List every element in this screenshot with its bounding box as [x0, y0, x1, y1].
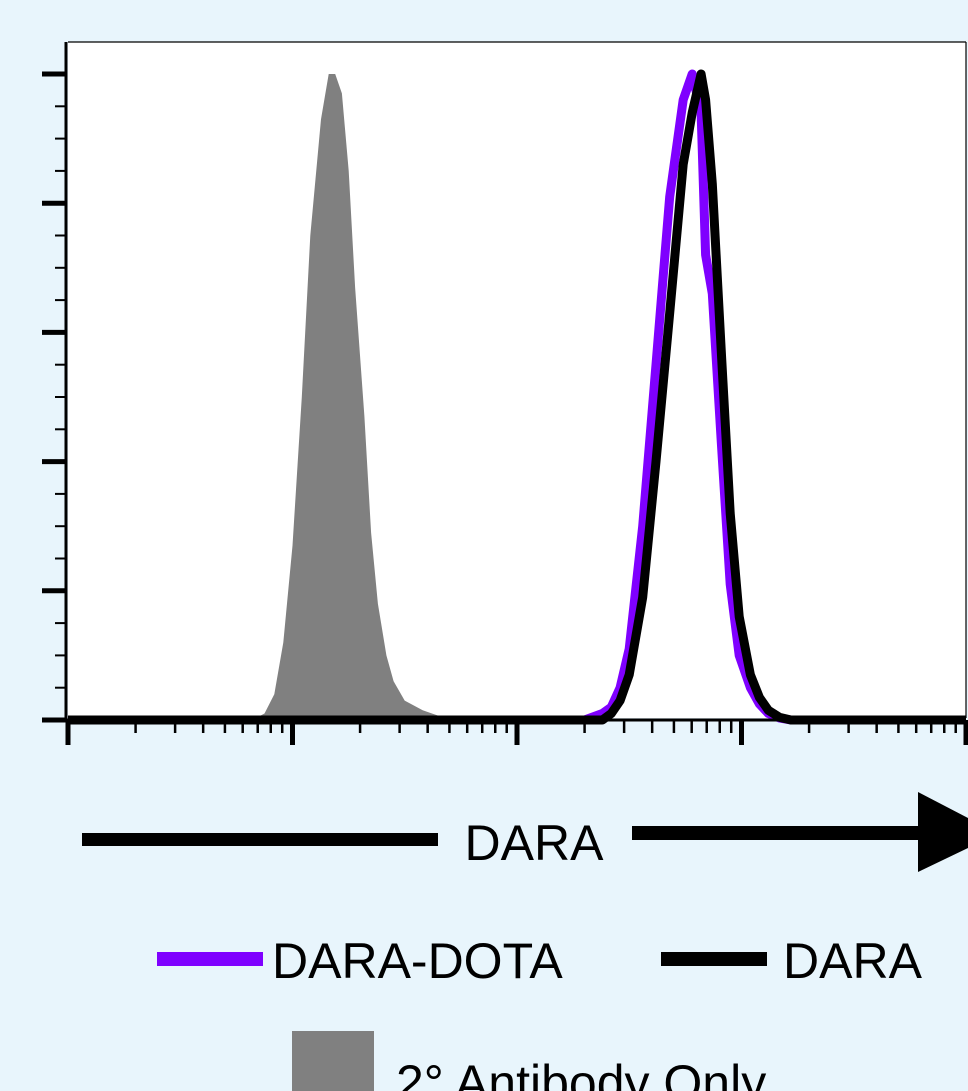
- legend-label-dara: DARA: [783, 933, 923, 989]
- x-axis-label: DARA: [465, 815, 605, 871]
- legend-label-dara-dota: DARA-DOTA: [272, 933, 563, 989]
- x-axis-arrow-shaft-left: [82, 833, 438, 846]
- x-axis-arrowhead: [918, 792, 968, 872]
- legend: DARA-DOTA DARA 2° Antibody Only: [157, 933, 923, 1091]
- legend-swatch-secondary-only: [292, 1031, 374, 1091]
- series-dara: [68, 69, 966, 725]
- x-axis-label-group: DARA: [82, 792, 968, 872]
- x-axis-arrow-shaft-right: [632, 826, 922, 840]
- legend-label-secondary-only: 2° Antibody Only: [396, 1055, 766, 1091]
- series-2-antibody-only: [68, 74, 966, 720]
- series-layer: [68, 69, 966, 725]
- legend-swatch-dara-dota: [157, 952, 263, 966]
- plot-area: [68, 42, 966, 718]
- axis-layer: [42, 41, 968, 745]
- legend-swatch-dara: [661, 952, 767, 966]
